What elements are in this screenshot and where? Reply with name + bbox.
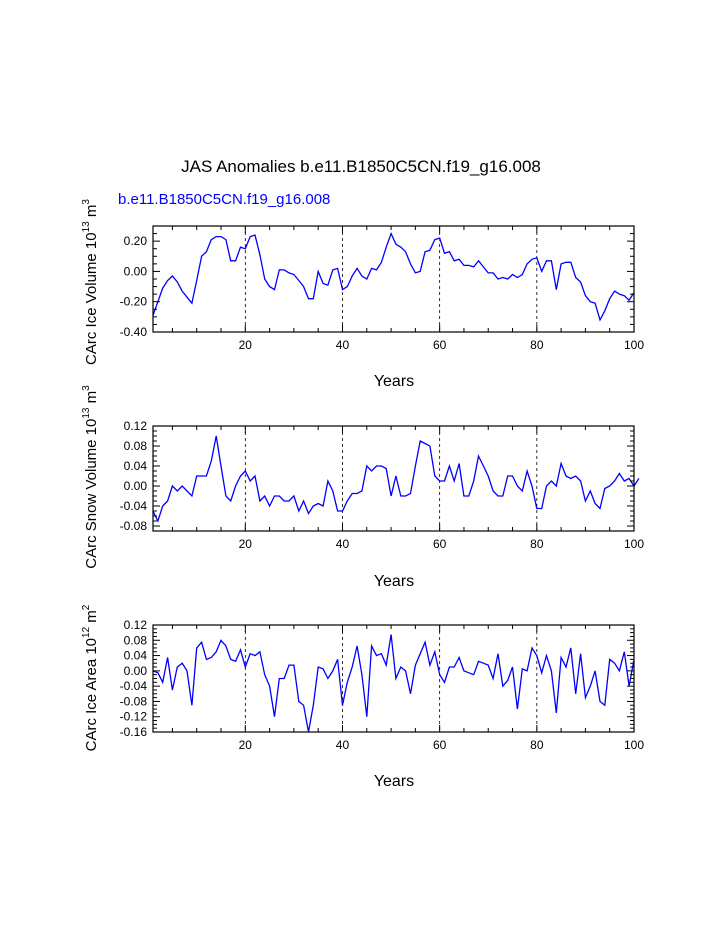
- plot-frame: [152, 425, 635, 532]
- ylabel-ice-area: CArc Ice Area 1012 m2: [81, 604, 100, 751]
- y-tick-label: 0.12: [124, 419, 148, 433]
- ylabel-unit-exponent: 2: [81, 604, 92, 610]
- y-tick-label: 0.04: [124, 649, 148, 663]
- y-tick-label: -0.04: [120, 499, 148, 513]
- ylabel-unit-exponent: 3: [81, 199, 92, 205]
- y-tick-label: -0.16: [120, 725, 148, 739]
- y-tick-label: 0.00: [124, 664, 148, 678]
- panel-snow-volume: CArc Snow Volume 1013 m3 Years -0.08 -0.0…: [81, 385, 644, 590]
- y-tick-label: 0.08: [124, 633, 148, 647]
- series-line: [152, 231, 635, 322]
- x-tick-label: 60: [433, 738, 447, 752]
- y-tick-label: 0.12: [124, 618, 148, 632]
- ylabel-ice-volume: CArc Ice Volume 1013 m3: [81, 199, 100, 365]
- svg-text:CArc Snow Volume 1013 m3: CArc Snow Volume 1013 m3: [81, 385, 100, 569]
- case-label: b.e11.B1850C5CN.f19_g16.008: [118, 191, 330, 208]
- x-tick-label: 20: [239, 338, 253, 352]
- y-tick-label: 0.00: [124, 264, 148, 278]
- y-tick-label: 0.20: [124, 234, 148, 248]
- ylabel-text: CArc Ice Area 10: [83, 638, 100, 751]
- y-tick-label: 0.08: [124, 439, 148, 453]
- y-tick-label: -0.04: [120, 679, 148, 693]
- x-tick-label: 100: [624, 537, 644, 551]
- x-tick-label: 60: [433, 537, 447, 551]
- xlabel-snow-volume: Years: [374, 573, 414, 590]
- xlabel-ice-volume: Years: [374, 373, 414, 390]
- svg-text:CArc Ice Volume 1013 m3: CArc Ice Volume 1013 m3: [81, 199, 100, 365]
- ylabel-exponent: 12: [81, 626, 92, 638]
- xlabel-ice-area: Years: [374, 773, 414, 790]
- series-line: [152, 435, 640, 523]
- y-tick-label: 0.00: [124, 479, 148, 493]
- x-tick-label: 100: [624, 738, 644, 752]
- svg-text:CArc Ice Area 1012 m2: CArc Ice Area 1012 m2: [81, 604, 100, 751]
- series-line: [152, 634, 635, 733]
- panel-ice-volume: CArc Ice Volume 1013 m3 Years -0.40-0.20…: [81, 199, 644, 390]
- chart-title: JAS Anomalies b.e11.B1850C5CN.f19_g16.00…: [181, 157, 541, 176]
- y-tick-label: 0.04: [124, 459, 148, 473]
- x-tick-label: 20: [239, 537, 253, 551]
- x-tick-label: 20: [239, 738, 253, 752]
- x-tick-label: 80: [530, 537, 544, 551]
- plot-frame: [152, 225, 635, 333]
- x-tick-label: 80: [530, 338, 544, 352]
- ylabel-text: CArc Snow Volume 10: [83, 419, 100, 569]
- x-tick-label: 40: [336, 338, 350, 352]
- ylabel-unit-exponent: 3: [81, 385, 92, 391]
- x-tick-label: 40: [336, 537, 350, 551]
- x-tick-label: 60: [433, 338, 447, 352]
- x-tick-label: 40: [336, 738, 350, 752]
- panel-ice-area: CArc Ice Area 1012 m2 Years -0.16-0.12 -0…: [81, 604, 644, 790]
- ylabel-unit: m: [83, 205, 100, 222]
- y-tick-label: -0.12: [120, 710, 148, 724]
- ylabel-exponent: 13: [81, 407, 92, 419]
- y-tick-label: -0.20: [120, 295, 148, 309]
- ylabel-snow-volume: CArc Snow Volume 1013 m3: [81, 385, 100, 569]
- ylabel-unit: m: [83, 610, 100, 627]
- ylabel-text: CArc Ice Volume 10: [83, 232, 100, 365]
- plot-frame: [152, 624, 635, 733]
- y-tick-label: -0.08: [120, 519, 148, 533]
- x-tick-label: 80: [530, 738, 544, 752]
- x-tick-label: 100: [624, 338, 644, 352]
- ylabel-exponent: 13: [81, 221, 92, 233]
- y-tick-label: -0.08: [120, 694, 148, 708]
- ylabel-unit: m: [83, 391, 100, 408]
- y-tick-label: -0.40: [120, 325, 148, 339]
